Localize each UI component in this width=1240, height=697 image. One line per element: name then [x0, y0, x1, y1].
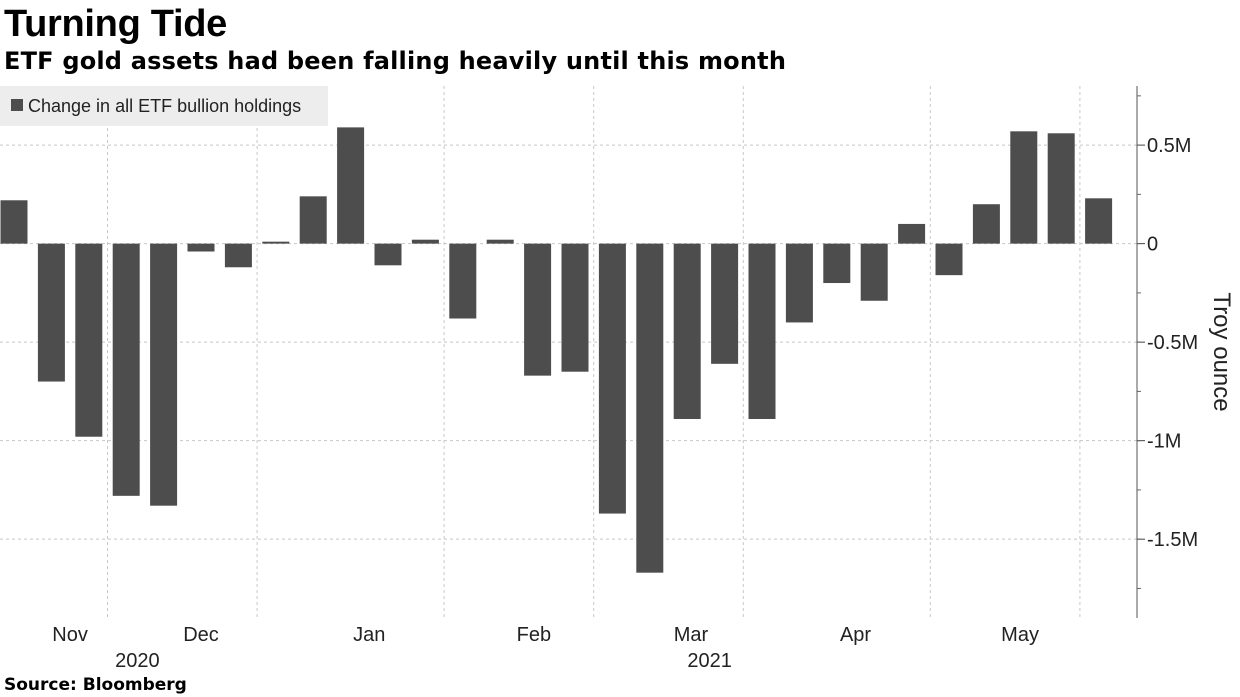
y-axis-label: Troy ounce: [1208, 292, 1235, 411]
x-tick-label: Dec: [183, 624, 219, 646]
y-tick-label: -1.5M: [1147, 529, 1198, 551]
bar: [299, 196, 327, 244]
bar: [224, 243, 252, 268]
bar: [262, 241, 290, 244]
bar: [112, 243, 140, 496]
bar: [785, 243, 813, 323]
legend-label: Change in all ETF bullion holdings: [28, 96, 301, 116]
x-year-label: 2021: [687, 650, 732, 672]
y-tick-label: -1M: [1147, 431, 1181, 453]
legend: Change in all ETF bullion holdings: [0, 86, 328, 126]
bars: [0, 127, 1113, 573]
bar: [337, 127, 365, 244]
y-tick-label: 0: [1147, 234, 1158, 256]
bar: [636, 243, 664, 573]
bar: [860, 243, 888, 301]
vertical-gridlines: [107, 86, 1081, 618]
x-tick-label: Mar: [674, 624, 709, 646]
legend-swatch: [11, 99, 23, 111]
bar: [75, 243, 103, 437]
y-axis: 0.5M 0 -0.5M -1M -1.5M: [1136, 86, 1198, 618]
bar: [486, 239, 514, 244]
x-axis-labels: Nov Dec Jan Feb Mar Apr May 2020 2021: [52, 624, 1039, 672]
bar: [561, 243, 589, 372]
x-tick-label: Jan: [353, 624, 385, 646]
chart-subtitle: ETF gold assets had been falling heavily…: [4, 47, 787, 75]
bar: [449, 243, 477, 319]
bar: [748, 243, 776, 419]
bar: [150, 243, 178, 506]
source-note: Source: Bloomberg: [4, 675, 187, 695]
bar: [524, 243, 552, 376]
bar: [374, 243, 402, 266]
bar: [972, 204, 1000, 244]
bar: [0, 200, 28, 244]
bar: [37, 243, 65, 382]
bar: [411, 239, 439, 244]
x-year-label: 2020: [115, 650, 160, 672]
bar: [673, 243, 701, 419]
bar: [598, 243, 626, 514]
x-tick-label: Nov: [52, 624, 88, 646]
x-tick-label: May: [1001, 624, 1039, 646]
bar: [935, 243, 963, 276]
y-tick-label: 0.5M: [1147, 135, 1191, 157]
bar: [1010, 131, 1038, 244]
x-tick-label: Apr: [840, 624, 871, 646]
bar: [898, 223, 926, 244]
x-tick-label: Feb: [517, 624, 551, 646]
bar: [1085, 198, 1113, 244]
bar: [187, 243, 215, 252]
chart-title: Turning Tide: [4, 3, 227, 45]
bar: [1047, 133, 1075, 244]
bar: [823, 243, 851, 284]
y-tick-label: -0.5M: [1147, 332, 1198, 354]
legend-background: [0, 86, 328, 126]
bar: [711, 243, 739, 364]
